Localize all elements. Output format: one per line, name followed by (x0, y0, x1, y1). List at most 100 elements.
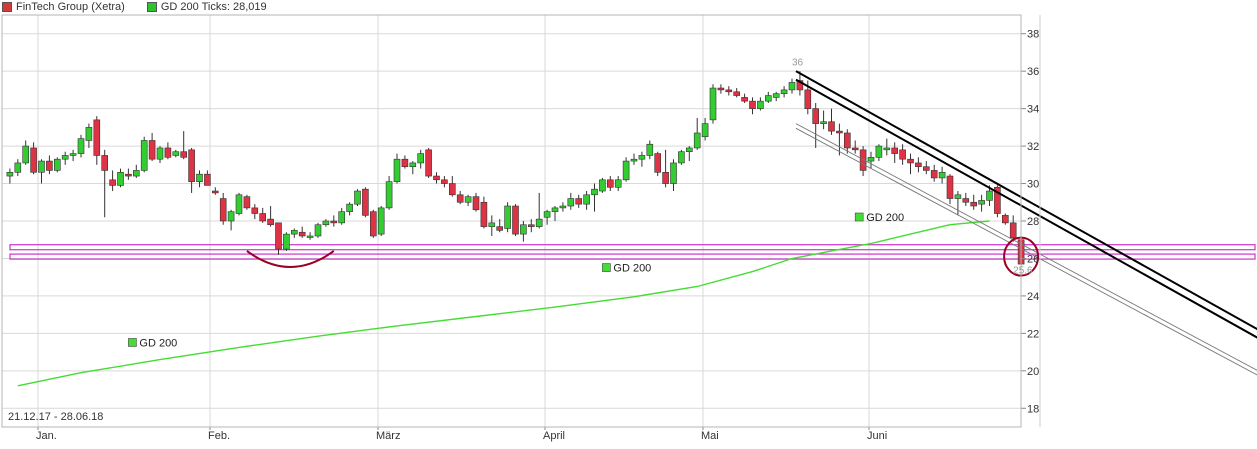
gd200-marker (128, 338, 137, 347)
candle-body (456, 194, 464, 203)
gd200-line-group (17, 220, 990, 387)
candle-body (907, 158, 914, 164)
candle-body (401, 158, 409, 167)
candle-body (101, 155, 108, 171)
candle-body (338, 211, 346, 224)
candle-body (441, 179, 448, 184)
candle-body (196, 173, 203, 182)
candle-body (22, 145, 30, 164)
gd200-line (17, 220, 990, 387)
grid (2, 15, 1021, 427)
candle-body (433, 175, 440, 181)
candle-body (369, 211, 377, 237)
y-tick-label: 30 (1027, 179, 1039, 191)
candle-body (14, 162, 22, 173)
y-tick-label: 22 (1027, 328, 1039, 340)
candle-body (1001, 215, 1009, 224)
candle-body (267, 218, 274, 226)
y-tick-label: 20 (1027, 366, 1039, 378)
candle-body (891, 147, 899, 154)
bottom-arc (246, 250, 335, 268)
downtrend-line (795, 70, 1257, 331)
candle-body (970, 201, 978, 207)
y-tick-label: 24 (1027, 291, 1039, 303)
candle-body (488, 222, 496, 227)
candle-body (527, 224, 535, 227)
candle-body (741, 97, 748, 102)
candle-body (670, 162, 677, 184)
candle-body (646, 143, 654, 156)
candle-body (851, 147, 859, 151)
candle-body (725, 89, 733, 93)
candle-body (409, 162, 417, 167)
candle-body (820, 121, 827, 124)
x-tick-label: Juni (867, 430, 887, 442)
x-tick-label: März (376, 430, 400, 442)
candle-body (875, 145, 883, 158)
legend-swatch-price (2, 2, 12, 12)
candle-body (867, 157, 875, 162)
x-tick-label: April (543, 430, 565, 442)
candle-body (346, 203, 353, 212)
candle-body (733, 91, 741, 96)
candle-body (330, 220, 338, 224)
candle-body (543, 211, 551, 218)
candle-body (575, 198, 583, 205)
candle-body (480, 201, 488, 227)
y-tick-label: 28 (1027, 216, 1039, 228)
candle-body (377, 207, 385, 235)
candle-body (46, 160, 53, 171)
candle-body (828, 121, 835, 132)
legend: FinTech Group (Xetra) GD 200 Ticks: 28,0… (2, 0, 267, 14)
candle-body (354, 190, 361, 205)
candle-body (125, 173, 132, 177)
gd200-label: GD 200 (613, 263, 651, 275)
candle-body (788, 82, 796, 91)
candle-body (709, 87, 717, 121)
candle-body (614, 179, 622, 188)
y-tick-label: 38 (1027, 29, 1039, 41)
candle-body (599, 179, 606, 192)
candle-body (283, 233, 290, 250)
candle-body (425, 149, 432, 177)
candle-body (314, 224, 322, 237)
candle-body (836, 130, 843, 134)
candle-body (290, 230, 298, 235)
candle-body (1009, 222, 1017, 239)
candle-body (986, 190, 993, 201)
y-tick-label: 36 (1027, 66, 1039, 78)
candle-body (962, 198, 970, 203)
candles (6, 71, 1025, 266)
candle-body (678, 151, 685, 164)
candle-body (180, 151, 187, 158)
candle-body (251, 207, 259, 214)
candle-body (938, 172, 946, 179)
lower-channel-line (795, 127, 1257, 376)
legend-swatch-gd200 (146, 2, 157, 12)
candle-body (591, 188, 598, 196)
candle-body (757, 100, 764, 109)
candle-body (148, 140, 156, 160)
candle-body (133, 170, 140, 177)
candle-body (654, 153, 662, 173)
candle-body (172, 151, 180, 156)
candle-body (504, 205, 511, 229)
candle-body (535, 218, 543, 227)
candle-body (417, 153, 425, 164)
candle-body (954, 194, 962, 199)
support-line (9, 253, 1256, 260)
candle-body (685, 147, 693, 153)
y-tick-label: 32 (1027, 141, 1039, 153)
y-tick-label: 34 (1027, 104, 1039, 116)
legend-item-gd200: GD 200 Ticks: 28,019 (146, 1, 267, 13)
x-tick-label: Feb. (208, 430, 230, 442)
annotation-labels: 36 25,6 GD 200 GD 200 GD 200 (128, 58, 1033, 349)
axes: 18 20 22 24 26 28 30 32 34 36 38 Jan. Feb. März April M… (1, 14, 1041, 442)
candle-body (164, 147, 172, 158)
candle-body (946, 175, 954, 199)
gd200-marker (602, 263, 611, 272)
candle-body (38, 160, 45, 173)
candle-body (204, 173, 211, 186)
candle-body (69, 153, 77, 156)
candle-body (843, 132, 851, 149)
